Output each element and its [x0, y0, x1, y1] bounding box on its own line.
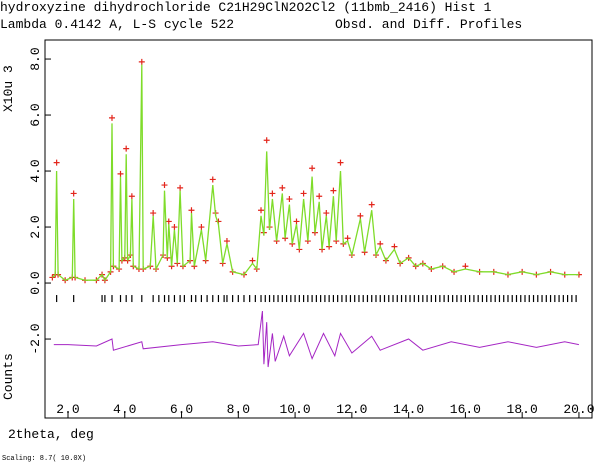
observed-point — [286, 196, 293, 203]
observed-point — [108, 114, 115, 121]
observed-point — [165, 218, 172, 225]
observed-point — [188, 207, 195, 214]
x-tick-label: 12.0 — [336, 402, 367, 417]
y-tick-label: 8.0 — [28, 47, 43, 70]
x-tick-label: 10.0 — [279, 402, 310, 417]
observed-point — [49, 274, 56, 281]
x-tick-label: 14.0 — [393, 402, 424, 417]
observed-point — [171, 224, 178, 231]
x-tick-label: 20.0 — [563, 402, 594, 417]
observed-point — [128, 193, 135, 200]
observed-point — [368, 201, 375, 208]
observed-point — [357, 212, 364, 219]
y-tick-label: 0.0 — [28, 271, 43, 294]
observed-point — [258, 207, 265, 214]
y-axis-label-2: Counts — [1, 353, 16, 400]
footer: Scaling: 8.7( 10.0X) — [2, 455, 86, 463]
x-tick-label: 8.0 — [227, 402, 250, 417]
x-tick-label: 2.0 — [56, 402, 79, 417]
observed-point — [70, 190, 77, 197]
observed-point — [223, 238, 230, 245]
observed-point — [177, 184, 184, 191]
y-axis-label: X10u 3 — [1, 65, 16, 112]
observed-point — [138, 58, 145, 65]
observed-point — [300, 190, 307, 197]
plot-frame — [44, 39, 593, 419]
observed-point — [316, 193, 323, 200]
observed-point — [279, 184, 286, 191]
y-tick-label: 2.0 — [28, 215, 43, 238]
x-tick-label: 6.0 — [170, 402, 193, 417]
y-tick-label: -2.0 — [28, 323, 43, 354]
observed-point — [462, 263, 469, 270]
x-tick-label: 16.0 — [450, 402, 481, 417]
y-tick-label: 4.0 — [28, 159, 43, 182]
x-axis-label: 2theta, deg — [8, 427, 94, 442]
observed-point — [309, 165, 316, 172]
observed-point — [53, 159, 60, 166]
observed-point — [198, 224, 205, 231]
observed-point — [209, 176, 216, 183]
observed-point — [123, 145, 130, 152]
observed-point — [337, 159, 344, 166]
x-tick-label: 18.0 — [507, 402, 538, 417]
observed-point — [263, 137, 270, 144]
observed-point — [161, 182, 168, 189]
title: hydroxyzine dihydrochloride C21H29ClN2O2… — [0, 0, 492, 15]
y-tick-label: 6.0 — [28, 103, 43, 126]
observed-point — [330, 187, 337, 194]
x-tick-label: 4.0 — [113, 402, 136, 417]
difference-line — [53, 310, 579, 368]
plot-label: Obsd. and Diff. Profiles — [335, 17, 522, 32]
subtitle: Lambda 0.4142 A, L-S cycle 522 — [0, 17, 234, 32]
observed-point — [269, 190, 276, 197]
observed-point — [323, 210, 330, 217]
calculated-line — [51, 64, 579, 282]
observed-point — [117, 170, 124, 177]
observed-point — [150, 210, 157, 217]
observed-point — [293, 218, 300, 225]
